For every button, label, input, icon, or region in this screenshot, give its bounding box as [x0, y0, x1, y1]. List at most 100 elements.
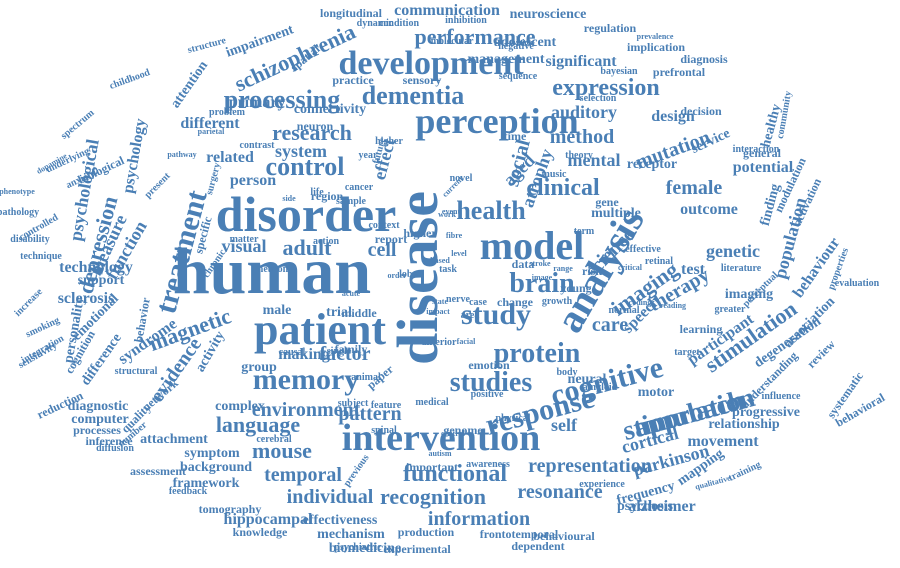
word-self: self — [551, 415, 577, 435]
word-computer: computer — [71, 412, 129, 427]
word-development: development — [338, 45, 524, 82]
word-spectrum: spectrum — [58, 107, 97, 142]
word-stroke: stroke — [529, 259, 551, 268]
word-theory: theory — [565, 150, 593, 161]
word-design: design — [651, 108, 695, 125]
word-review: review — [804, 337, 838, 371]
word-prefrontal: prefrontal — [652, 65, 706, 79]
word-temporal: temporal — [264, 464, 342, 486]
word-alzheimer: alzheimer — [628, 498, 696, 515]
word-molecular: molecular — [430, 36, 474, 47]
word-assessment: assessment — [130, 464, 186, 478]
word-mental: mental — [567, 150, 621, 170]
word-technique: technique — [20, 251, 62, 262]
word-influence: influence — [761, 391, 801, 402]
word-mechanism: mechanism — [317, 527, 385, 542]
word-physical: physical — [495, 413, 531, 424]
word-gene: gene — [595, 195, 619, 209]
word-fibre: fibre — [445, 231, 463, 240]
word-implication: implication — [626, 40, 686, 54]
word-data: data — [511, 257, 535, 271]
word-dependent: dependent — [511, 539, 565, 553]
word-sequence: sequence — [498, 71, 538, 82]
word-perception: perception — [415, 101, 579, 141]
word-adult: adult — [282, 235, 332, 260]
word-acute: acute — [341, 289, 361, 298]
word-behavioural: behavioural — [533, 529, 595, 543]
word-autism: autism — [428, 449, 452, 458]
word-time: time — [503, 129, 527, 143]
word-multiple: multiple — [591, 206, 641, 221]
word-target: target — [674, 347, 700, 358]
word-community: community — [774, 90, 795, 140]
word-contrast: contrast — [239, 140, 275, 151]
word-evaluation: evaluation — [834, 278, 880, 289]
word-decision: decision — [680, 104, 722, 118]
word-retinal: retinal — [644, 256, 674, 267]
word-group: group — [241, 360, 277, 375]
word-spinal: spinal — [371, 425, 397, 436]
word-environment: environment — [251, 399, 361, 421]
word-term: term — [573, 226, 595, 237]
word-genome: genome — [443, 423, 483, 437]
word-complex: complex — [215, 399, 265, 414]
word-performance: performance — [414, 24, 536, 49]
word-background: background — [179, 460, 253, 475]
word-disability: disability — [10, 234, 50, 245]
word-cerebral: cerebral — [256, 434, 292, 445]
word-feature: feature — [370, 400, 402, 411]
word-receptor: receptor — [626, 157, 678, 172]
word-care: care — [591, 314, 629, 336]
word-factor: factor — [319, 343, 371, 365]
word-level: level — [451, 249, 467, 258]
word-related: related — [206, 149, 254, 166]
word-life: life — [310, 187, 324, 198]
word-diagnostic: diagnostic — [67, 399, 129, 414]
word-longitudinal: longitudinal — [319, 6, 383, 20]
word-nerve: nerve — [446, 294, 470, 305]
word-clinical: clinical — [526, 175, 600, 201]
word-information: information — [427, 508, 531, 530]
word-structural: structural — [114, 366, 158, 377]
word-lobe: lobe — [399, 269, 417, 280]
word-interaction: interaction — [732, 144, 780, 155]
word-effective: effective — [625, 244, 661, 255]
word-animal: animal — [351, 372, 381, 383]
word-model: model — [479, 223, 585, 268]
word-training: training — [726, 459, 763, 484]
word-female: female — [665, 177, 723, 199]
word-young: young — [560, 281, 592, 295]
word-knowledge: knowledge — [232, 525, 288, 539]
word-higher: higher — [403, 226, 437, 240]
word-frontotemporal: frontotemporal — [479, 527, 559, 541]
word-work: work — [438, 210, 456, 219]
word-making: making — [278, 346, 330, 363]
word-important: important — [406, 460, 458, 474]
word-cancer: cancer — [344, 182, 374, 193]
word-protein: protein — [493, 338, 581, 369]
word-experience: experience — [579, 479, 625, 490]
word-patient: patient — [254, 305, 386, 354]
word-symptom: symptom — [184, 446, 240, 461]
word-area: area — [460, 310, 480, 321]
word-state: state — [432, 297, 448, 306]
word-inhibition: inhibition — [445, 15, 487, 26]
word-brain: brain — [509, 268, 575, 299]
word-sensory: sensory — [402, 73, 442, 87]
word-matter: matter — [229, 234, 259, 245]
word-dementia: dementia — [361, 81, 465, 110]
word-order: order — [387, 271, 407, 280]
word-integration: integration — [19, 332, 66, 367]
word-processing: processing — [223, 85, 341, 114]
word-present: present — [142, 170, 173, 201]
word-language: language — [215, 412, 301, 437]
word-greater: greater — [714, 304, 746, 315]
word-risk: risk — [581, 264, 603, 278]
word-psychology: psychology — [119, 117, 150, 195]
word-effectiveness: effectiveness — [302, 513, 378, 528]
word-trial: trial — [326, 305, 352, 320]
word-pattern: pattern — [338, 403, 402, 425]
word-inference: inference — [85, 434, 133, 448]
word-primary: primary — [228, 94, 286, 111]
word-person: person — [229, 172, 277, 189]
